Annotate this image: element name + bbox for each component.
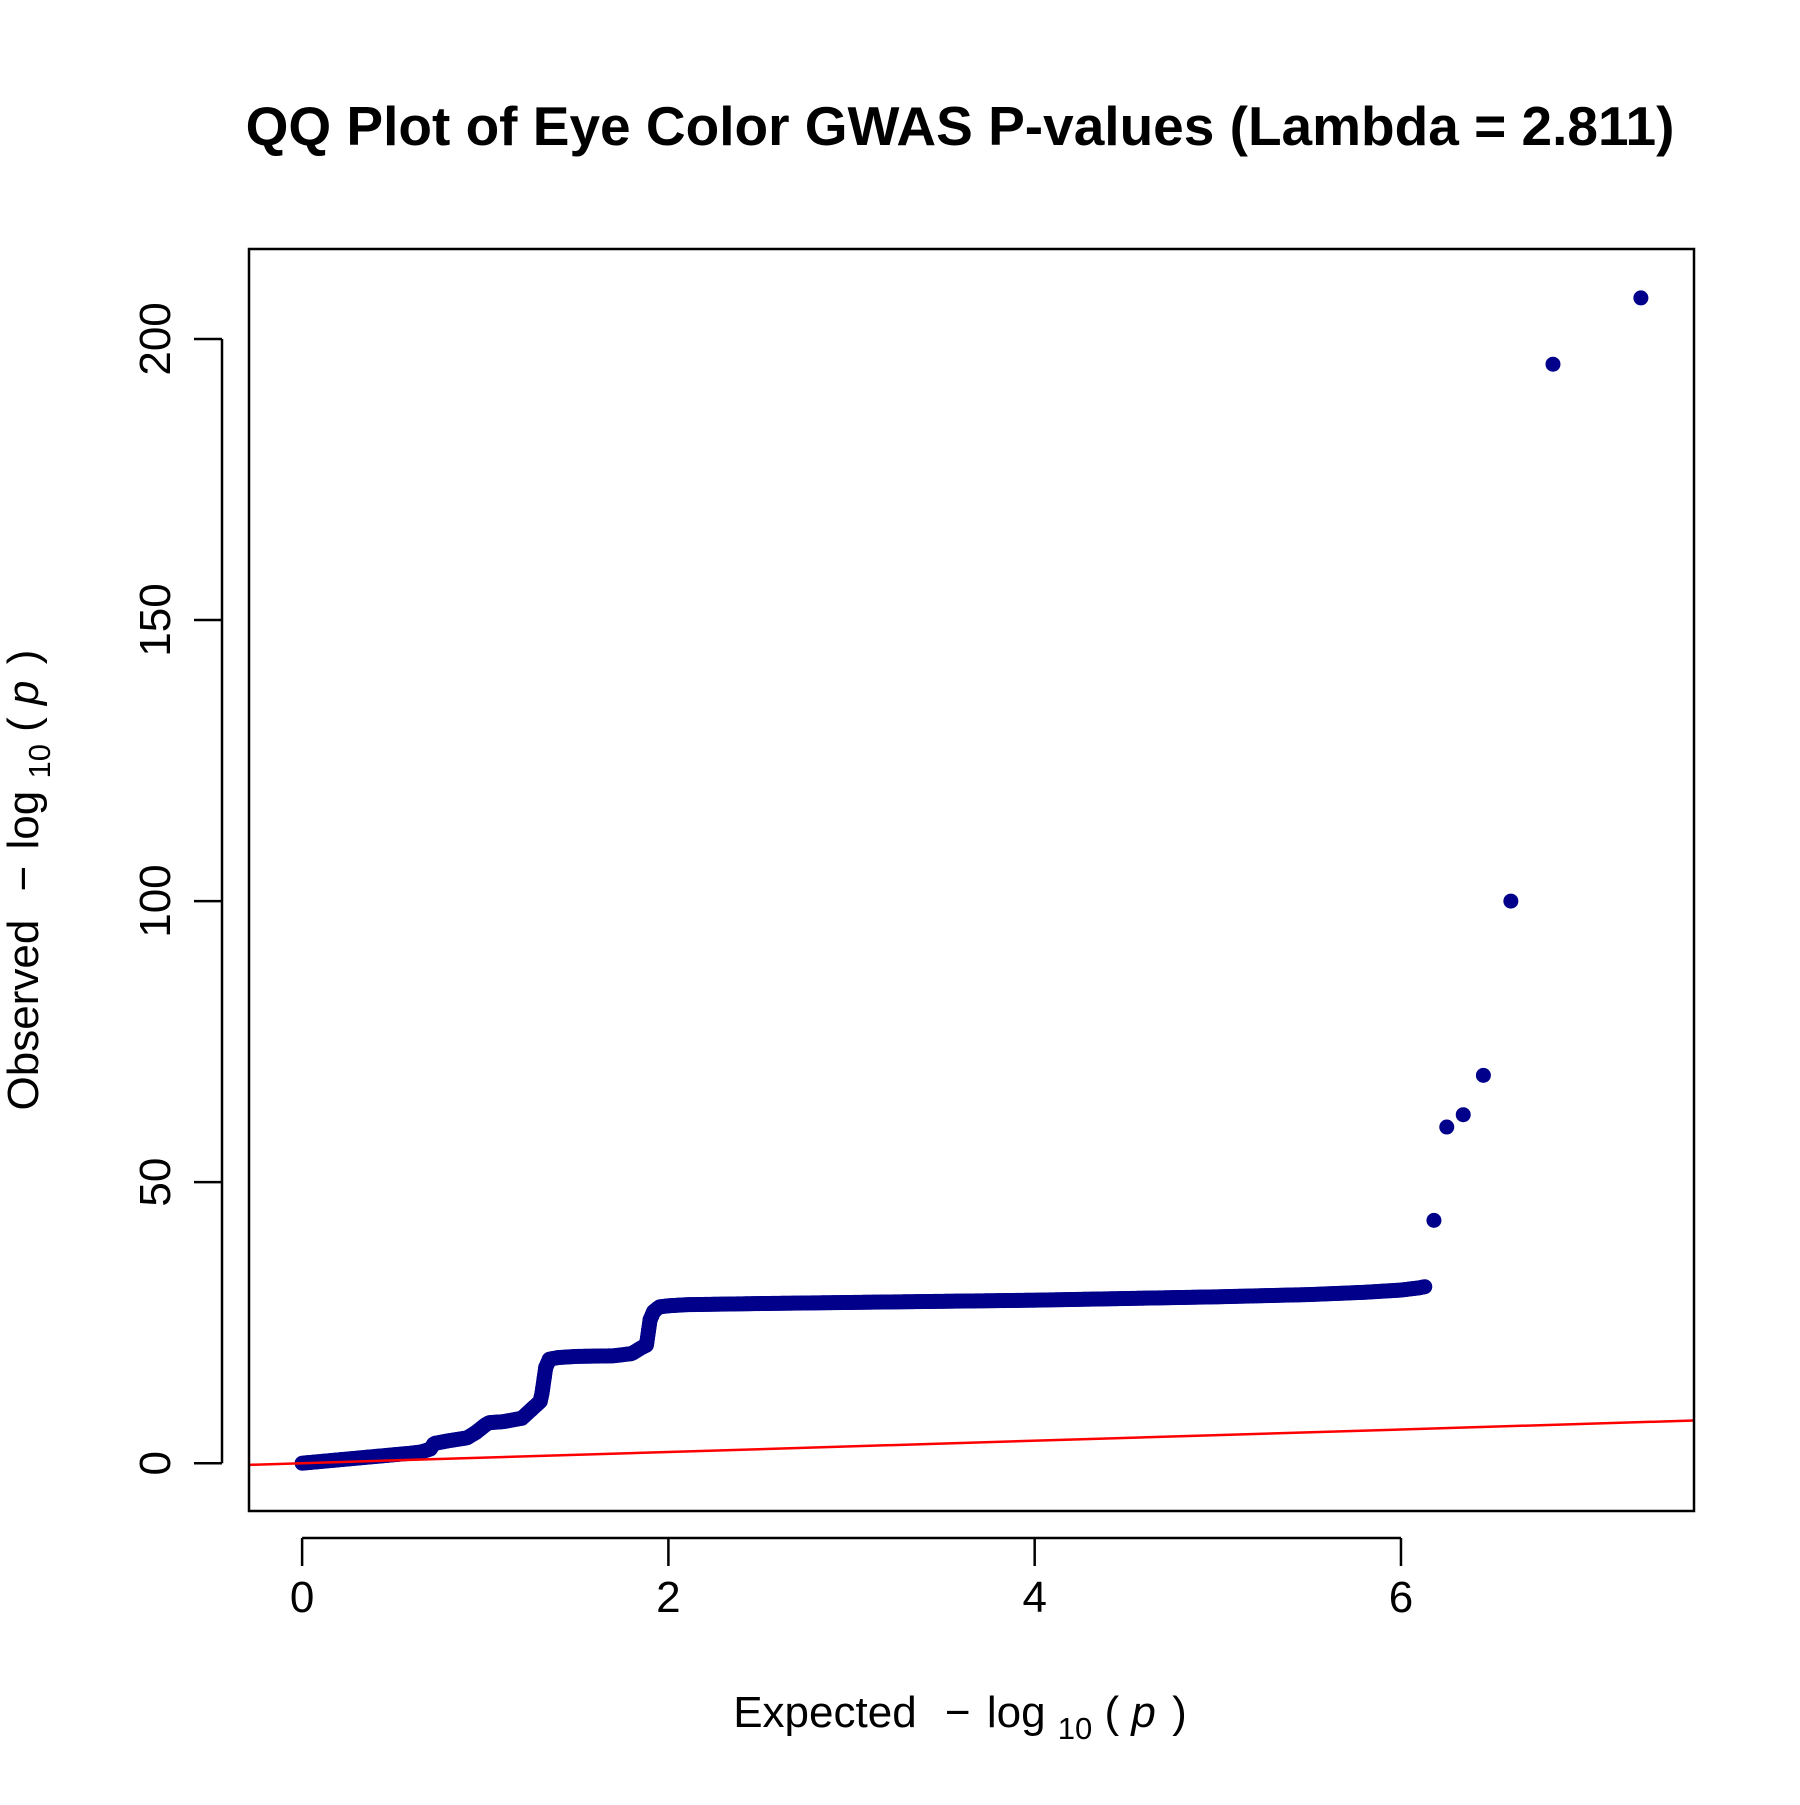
y-tick-label: 100 xyxy=(131,864,180,937)
plot-layer xyxy=(249,290,1694,1470)
data-point xyxy=(1417,1279,1432,1294)
data-point xyxy=(478,1417,493,1432)
data-point xyxy=(646,1304,661,1319)
y-axis-label-word: Observed xyxy=(0,920,48,1111)
tail-point xyxy=(1633,290,1648,305)
x-axis-label-word: Expected xyxy=(733,1688,916,1737)
y-tick-label: 200 xyxy=(131,302,180,375)
y-axis-label-close: ) xyxy=(0,650,48,665)
x-axis-label-base: 10 xyxy=(1058,1711,1092,1746)
tail-point xyxy=(1456,1107,1471,1122)
y-axis-label-base: 10 xyxy=(22,744,57,778)
y-axis-label: Observed − log 10 ( p ) xyxy=(0,650,60,1111)
x-tick-label: 0 xyxy=(290,1573,314,1622)
data-point xyxy=(542,1352,557,1367)
x-axis-label-log: log xyxy=(987,1688,1046,1737)
x-axis-label: Expected − log 10 ( p ) xyxy=(733,1688,1187,1749)
tail-point xyxy=(1503,894,1518,909)
tail-point xyxy=(1545,357,1560,372)
plot-frame xyxy=(249,249,1694,1511)
y-axis: 0 50 100 150 200 xyxy=(131,302,222,1475)
chart-title: QQ Plot of Eye Color GWAS P-values (Lamb… xyxy=(246,95,1675,157)
x-tick-label: 4 xyxy=(1022,1573,1046,1622)
y-axis-label-log: log xyxy=(0,791,48,850)
y-axis-label-minus: − xyxy=(0,866,48,892)
y-tick-label: 150 xyxy=(131,583,180,656)
tail-points xyxy=(1426,290,1648,1227)
plot-area xyxy=(249,290,1694,1470)
y-axis-label-open: ( xyxy=(0,717,48,732)
x-axis-label-var: p xyxy=(1129,1688,1155,1737)
tail-point xyxy=(1476,1068,1491,1083)
x-axis: 0 2 4 6 xyxy=(290,1538,1413,1622)
x-tick-label: 2 xyxy=(656,1573,680,1622)
x-axis-label-open: ( xyxy=(1105,1688,1120,1737)
y-tick-label: 50 xyxy=(131,1158,180,1207)
bulk-points xyxy=(295,1279,1433,1471)
tail-point xyxy=(1426,1213,1441,1228)
tail-point xyxy=(1439,1120,1454,1135)
y-axis-label-var: p xyxy=(0,680,48,706)
x-axis-label-minus: − xyxy=(945,1688,971,1737)
y-tick-label: 0 xyxy=(131,1451,180,1475)
x-tick-label: 6 xyxy=(1389,1573,1413,1622)
x-axis-label-close: ) xyxy=(1172,1688,1187,1737)
